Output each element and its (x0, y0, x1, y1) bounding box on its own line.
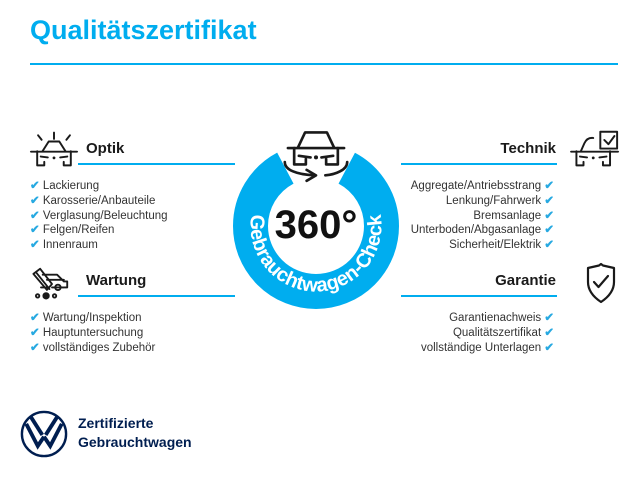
svg-text:360°: 360° (275, 203, 358, 247)
